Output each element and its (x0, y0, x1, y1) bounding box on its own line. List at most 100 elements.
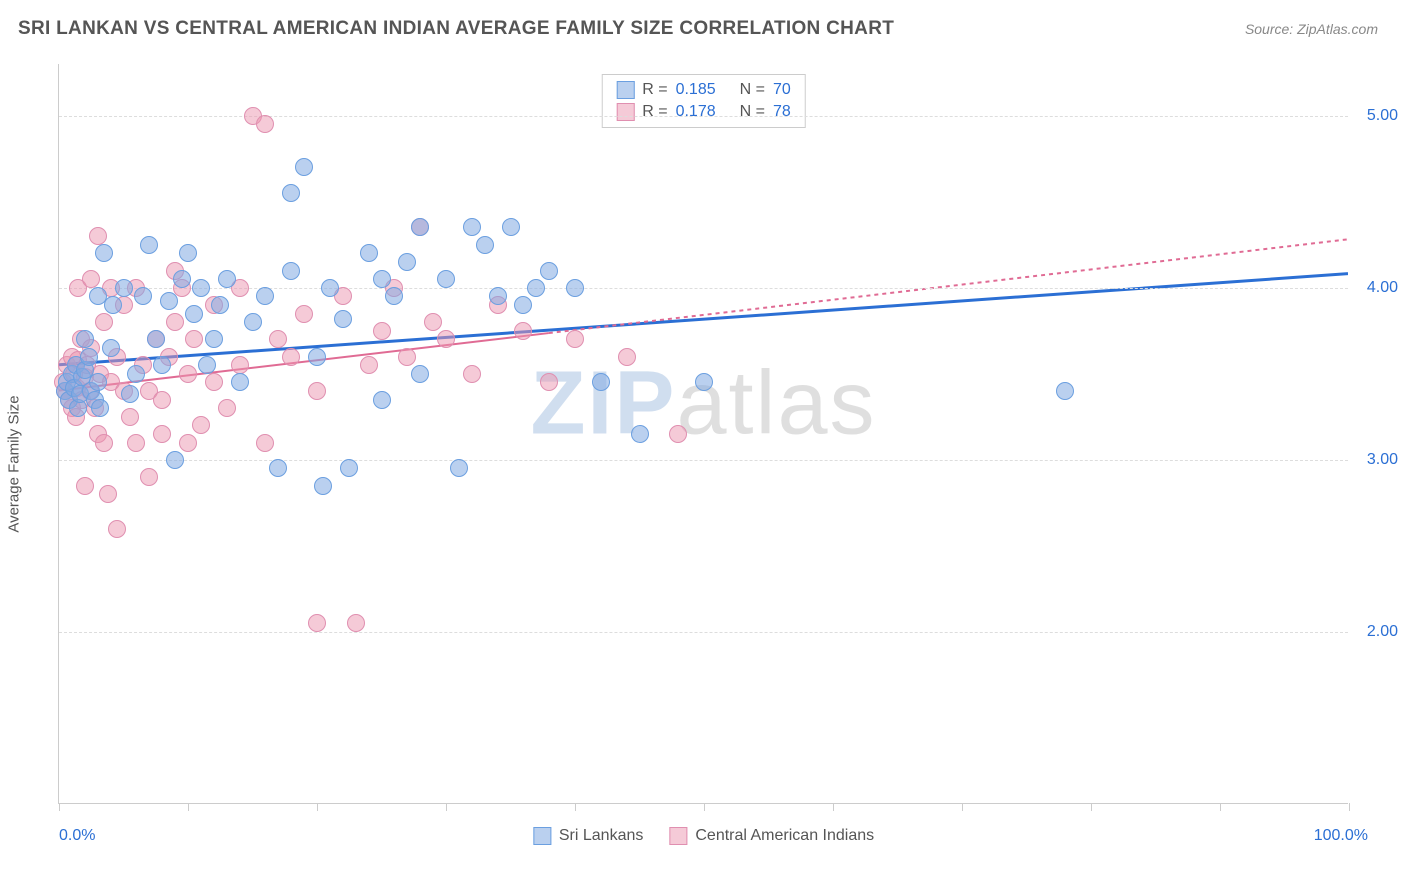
scatter-point (89, 373, 107, 391)
scatter-point (108, 520, 126, 538)
x-tick (1091, 803, 1092, 811)
scatter-point (411, 218, 429, 236)
x-tick (704, 803, 705, 811)
stats-row-central-american: R = 0.178 N = 78 (616, 101, 791, 123)
grid-line (59, 460, 1348, 461)
scatter-point (153, 356, 171, 374)
chart-title: SRI LANKAN VS CENTRAL AMERICAN INDIAN AV… (18, 18, 894, 40)
plot-area: ZIPatlas R = 0.185 N = 70 R = 0.178 N = … (58, 64, 1348, 804)
scatter-point (218, 399, 236, 417)
stat-n-central-american: 78 (773, 103, 791, 121)
scatter-point (321, 279, 339, 297)
scatter-point (121, 408, 139, 426)
legend-swatch-central-american (669, 827, 687, 845)
stat-r-sri-lankans: 0.185 (676, 81, 716, 99)
x-tick (1349, 803, 1350, 811)
stats-legend: R = 0.185 N = 70 R = 0.178 N = 78 (601, 74, 806, 128)
scatter-point (398, 253, 416, 271)
scatter-point (695, 373, 713, 391)
scatter-point (340, 459, 358, 477)
y-tick-label: 4.00 (1354, 279, 1398, 297)
scatter-point (269, 459, 287, 477)
stat-r-central-american: 0.178 (676, 103, 716, 121)
stat-n-sri-lankans: 70 (773, 81, 791, 99)
scatter-point (282, 184, 300, 202)
scatter-point (91, 399, 109, 417)
scatter-point (314, 477, 332, 495)
scatter-point (82, 270, 100, 288)
x-axis-max-label: 100.0% (1314, 827, 1368, 845)
scatter-point (127, 434, 145, 452)
scatter-point (166, 313, 184, 331)
scatter-point (566, 330, 584, 348)
scatter-point (244, 313, 262, 331)
grid-line (59, 632, 1348, 633)
x-tick (833, 803, 834, 811)
scatter-point (476, 236, 494, 254)
scatter-point (205, 330, 223, 348)
legend-swatch-sri-lankans (533, 827, 551, 845)
x-tick (317, 803, 318, 811)
chart-container: Average Family Size ZIPatlas R = 0.185 N… (18, 54, 1390, 874)
source-attribution: Source: ZipAtlas.com (1245, 21, 1378, 37)
scatter-point (198, 356, 216, 374)
scatter-point (127, 365, 145, 383)
scatter-point (95, 434, 113, 452)
scatter-point (192, 279, 210, 297)
scatter-point (231, 373, 249, 391)
scatter-point (437, 270, 455, 288)
scatter-point (218, 270, 236, 288)
scatter-point (502, 218, 520, 236)
scatter-point (411, 365, 429, 383)
stat-label-r: R = (642, 103, 667, 121)
scatter-point (256, 115, 274, 133)
watermark: ZIPatlas (530, 352, 876, 455)
scatter-point (179, 244, 197, 262)
scatter-point (231, 356, 249, 374)
scatter-point (115, 279, 133, 297)
scatter-point (360, 244, 378, 262)
scatter-point (373, 391, 391, 409)
scatter-point (256, 434, 274, 452)
scatter-point (514, 322, 532, 340)
scatter-point (147, 330, 165, 348)
scatter-point (373, 322, 391, 340)
y-axis-title: Average Family Size (6, 395, 23, 532)
scatter-point (256, 287, 274, 305)
scatter-point (134, 287, 152, 305)
scatter-point (95, 244, 113, 262)
x-tick (575, 803, 576, 811)
scatter-point (211, 296, 229, 314)
scatter-point (80, 348, 98, 366)
stats-row-sri-lankans: R = 0.185 N = 70 (616, 79, 791, 101)
scatter-point (160, 292, 178, 310)
scatter-point (450, 459, 468, 477)
grid-line (59, 288, 1348, 289)
scatter-point (540, 373, 558, 391)
scatter-point (76, 330, 94, 348)
chart-header: SRI LANKAN VS CENTRAL AMERICAN INDIAN AV… (0, 0, 1406, 50)
scatter-point (437, 330, 455, 348)
y-tick-label: 2.00 (1354, 623, 1398, 641)
scatter-point (282, 348, 300, 366)
x-tick (1220, 803, 1221, 811)
stat-label-r: R = (642, 81, 667, 99)
scatter-point (347, 614, 365, 632)
scatter-point (89, 227, 107, 245)
scatter-point (192, 416, 210, 434)
scatter-point (102, 339, 120, 357)
scatter-point (308, 348, 326, 366)
legend-label-sri-lankans: Sri Lankans (559, 827, 644, 845)
scatter-point (514, 296, 532, 314)
x-tick (59, 803, 60, 811)
scatter-point (592, 373, 610, 391)
scatter-point (99, 485, 117, 503)
legend-label-central-american: Central American Indians (695, 827, 874, 845)
scatter-point (179, 365, 197, 383)
scatter-point (140, 236, 158, 254)
scatter-point (360, 356, 378, 374)
scatter-point (398, 348, 416, 366)
stat-label-n: N = (740, 103, 765, 121)
legend-item-central-american: Central American Indians (669, 827, 874, 845)
scatter-point (373, 270, 391, 288)
